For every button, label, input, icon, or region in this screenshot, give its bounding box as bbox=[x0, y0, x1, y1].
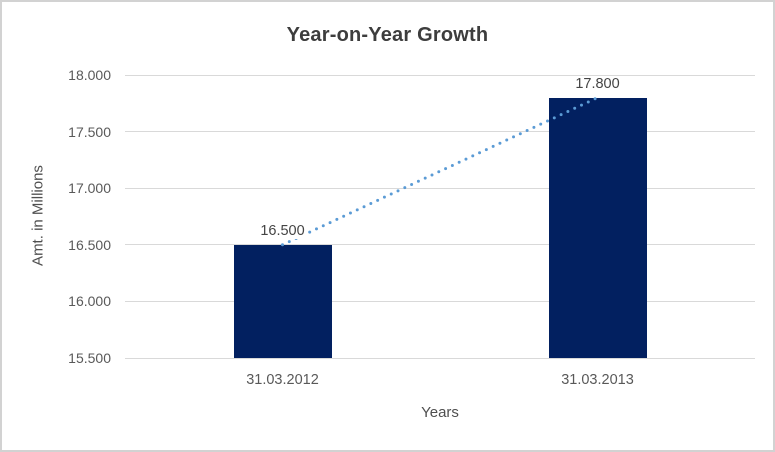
y-tick-label: 15.500 bbox=[68, 350, 111, 366]
x-tick-label: 31.03.2012 bbox=[246, 372, 319, 388]
gridline bbox=[125, 187, 755, 189]
chart-title: Year-on-Year Growth bbox=[286, 24, 489, 46]
y-tick-label: 17.000 bbox=[68, 180, 111, 197]
bar-value-text: 17.800 bbox=[572, 75, 623, 92]
y-tick-label: 16.500 bbox=[68, 236, 111, 253]
y-tick-label: 17.500 bbox=[68, 123, 111, 140]
bar bbox=[233, 244, 332, 358]
bar bbox=[548, 97, 647, 358]
gridline bbox=[125, 74, 755, 76]
bar-value-text: 16.500 bbox=[257, 222, 308, 239]
x-tick-label: 31.03.2013 bbox=[561, 372, 634, 388]
gridline bbox=[125, 244, 755, 246]
x-axis-title: Years bbox=[421, 404, 459, 421]
gridline bbox=[125, 131, 755, 133]
bar-value-label: 17.800 bbox=[528, 74, 668, 94]
gridline bbox=[125, 357, 755, 359]
bar-value-label: 16.500 bbox=[213, 221, 353, 241]
y-tick-label: 16.000 bbox=[68, 293, 111, 310]
y-tick-label: 18.000 bbox=[68, 67, 111, 83]
gridline bbox=[125, 300, 755, 302]
